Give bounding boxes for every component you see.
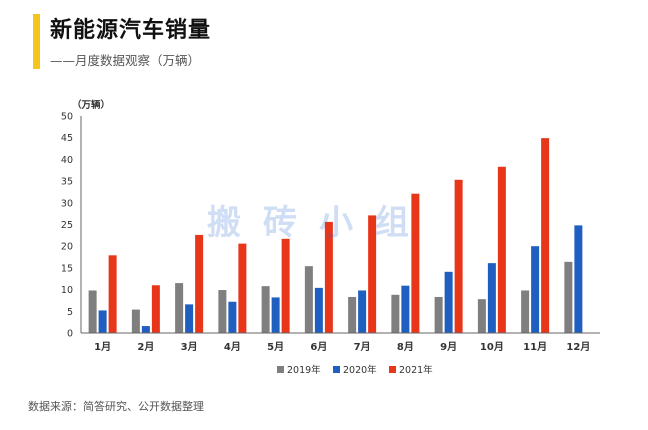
y-tick-label: 20: [61, 242, 73, 253]
bar-2020年-1月: [98, 310, 107, 333]
bar-2020年-9月: [444, 271, 453, 333]
bar-2019年-3月: [175, 283, 184, 333]
bar-2020年-10月: [487, 263, 496, 333]
legend-swatch: [333, 366, 340, 373]
legend-label: 2019年: [287, 364, 321, 376]
bar-2019年-1月: [88, 290, 97, 333]
y-tick-label: 40: [61, 155, 73, 166]
bar-2020年-8月: [401, 285, 410, 333]
bar-2020年-11月: [531, 246, 540, 333]
bar-2020年-5月: [271, 297, 280, 333]
bar-2019年-6月: [304, 266, 313, 333]
y-tick-label: 15: [61, 263, 73, 274]
x-tick-label: 2月: [137, 341, 154, 353]
x-tick-label: 11月: [523, 341, 547, 353]
bar-2021年-6月: [324, 221, 333, 333]
legend-label: 2020年: [343, 364, 377, 376]
legend: 2019年 2020年 2021年: [277, 364, 433, 376]
bar-2020年-2月: [141, 326, 150, 333]
bar-2019年-7月: [348, 296, 357, 333]
bar-2019年-11月: [521, 290, 530, 333]
y-axis-ticks: 0 5 10 15 20 25 30 35 40 45 50: [61, 112, 73, 340]
bar-2020年-3月: [185, 304, 194, 333]
page-subtitle: ——月度数据观察（万辆）: [50, 53, 201, 68]
bar-2019年-10月: [477, 299, 486, 333]
x-tick-label: 3月: [181, 341, 198, 353]
bar-2019年-12月: [564, 261, 573, 333]
bar-2020年-4月: [228, 301, 237, 333]
bars-group: [88, 138, 583, 333]
x-tick-label: 10月: [480, 341, 504, 353]
bar-2021年-1月: [108, 255, 117, 333]
legend-swatch: [389, 366, 396, 373]
bar-2021年-7月: [368, 215, 377, 333]
bar-2020年-6月: [314, 287, 323, 333]
bar-2020年-7月: [358, 290, 367, 333]
page-title: 新能源汽车销量: [50, 18, 212, 43]
bar-2020年-12月: [574, 225, 583, 333]
bar-2021年-10月: [497, 166, 506, 333]
data-source-note: 数据来源：简答研究、公开数据整理: [28, 400, 204, 413]
y-tick-label: 0: [67, 329, 73, 340]
bar-2021年-9月: [454, 179, 463, 333]
y-tick-label: 35: [61, 177, 73, 188]
bar-2019年-9月: [434, 296, 443, 333]
x-tick-label: 12月: [566, 341, 590, 353]
bar-2021年-4月: [238, 243, 247, 333]
bar-2019年-5月: [261, 286, 270, 333]
x-tick-label: 4月: [224, 341, 241, 353]
y-unit-label: （万辆）: [72, 99, 110, 111]
y-tick-label: 45: [61, 133, 73, 144]
x-tick-label: 1月: [94, 341, 111, 353]
bar-2021年-3月: [195, 234, 204, 333]
x-tick-label: 7月: [354, 341, 371, 353]
y-tick-label: 50: [61, 112, 73, 123]
y-tick-label: 30: [61, 198, 73, 209]
watermark: 搬砖小组: [207, 203, 431, 243]
bar-2021年-5月: [281, 238, 290, 333]
title-accent-bar: [33, 14, 40, 69]
legend-label: 2021年: [399, 364, 433, 376]
bar-2021年-2月: [151, 285, 160, 333]
legend-swatch: [277, 366, 284, 373]
x-tick-label: 9月: [440, 341, 457, 353]
y-tick-label: 5: [67, 307, 73, 318]
bar-2021年-11月: [541, 138, 550, 333]
x-tick-label: 8月: [397, 341, 414, 353]
bar-2019年-8月: [391, 294, 400, 333]
y-tick-label: 25: [61, 220, 73, 231]
bar-2019年-2月: [131, 309, 140, 333]
x-tick-label: 6月: [310, 341, 327, 353]
x-axis-ticks: 1月 2月 3月 4月 5月 6月 7月 8月 9月 10月 11月 12月: [94, 341, 590, 353]
y-tick-label: 10: [61, 285, 73, 296]
bar-2019年-4月: [218, 290, 227, 333]
x-tick-label: 5月: [267, 341, 284, 353]
bar-2021年-8月: [411, 193, 420, 333]
